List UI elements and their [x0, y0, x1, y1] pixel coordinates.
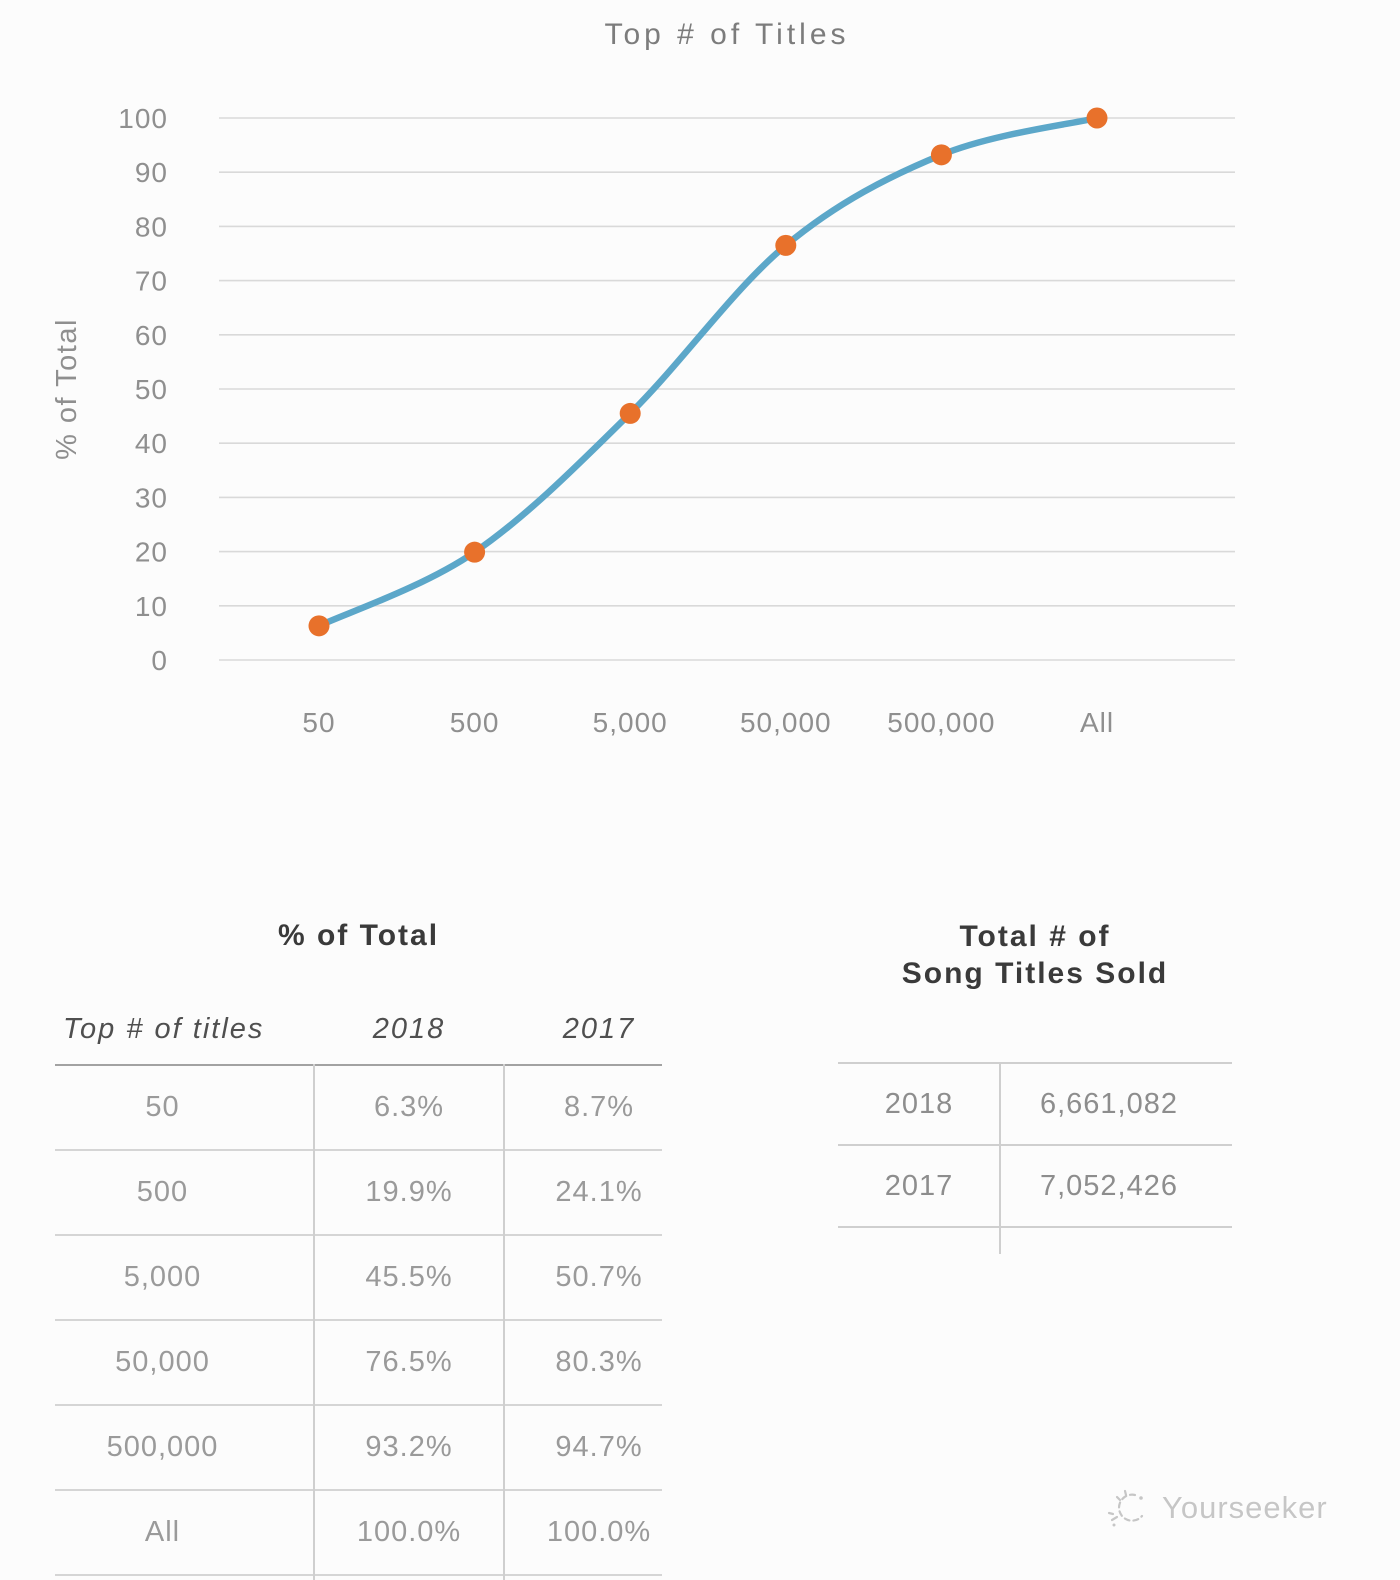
percent-table-header-row: Top # of titles 2018 2017: [55, 994, 662, 1066]
table-row: 500,000 93.2% 94.7%: [55, 1406, 662, 1491]
column-header-2018: 2018: [372, 1012, 446, 1045]
table-row: 500 19.9% 24.1%: [55, 1151, 662, 1236]
value-2018: 19.9%: [365, 1176, 453, 1208]
column-header-top-titles: Top # of titles: [63, 1012, 265, 1045]
data-point-marker: [1086, 107, 1108, 129]
table-column-divider: [999, 1062, 1001, 1254]
y-tick-label: 100: [118, 103, 168, 134]
x-tick-label: 500,000: [887, 707, 995, 738]
title-line-1: Total # of: [959, 920, 1111, 953]
percent-table-title: % of Total: [277, 919, 440, 952]
line-chart: 0 10 20 30 40 50 60 70 80 90 100 50 500 5,000 50,000 50…: [51, 103, 1235, 738]
y-tick-label: 0: [151, 645, 168, 676]
value-2017: 80.3%: [555, 1346, 643, 1378]
value-2017: 8.7%: [563, 1091, 635, 1123]
y-tick-label: 40: [135, 428, 168, 459]
value-2017: 94.7%: [555, 1431, 643, 1463]
yourseeker-logo-icon: [1107, 1489, 1144, 1527]
row-label: 500: [136, 1176, 189, 1208]
table-row: 2017 7,052,426: [838, 1146, 1232, 1228]
x-tick-label: 50: [302, 707, 335, 738]
column-header-2017: 2017: [562, 1012, 636, 1045]
data-point-marker: [464, 541, 486, 563]
percent-of-total-table: % of Total Top # of titles 2018 2017 50 …: [55, 918, 662, 1576]
titles-sold-table: 2018 6,661,082 2017 7,052,426: [838, 1062, 1232, 1228]
watermark: Yourseeker: [1104, 1480, 1328, 1536]
value-2018: 76.5%: [365, 1346, 453, 1378]
row-label: 50,000: [115, 1346, 210, 1378]
y-tick-label: 60: [135, 320, 168, 351]
x-tick-label: 50,000: [740, 707, 832, 738]
table-column-divider: [313, 1064, 315, 1580]
y-axis-label: % of Total: [51, 318, 83, 460]
table-row: 50 6.3% 8.7%: [55, 1066, 662, 1151]
y-tick-label: 30: [135, 482, 168, 513]
watermark-label: Yourseeker: [1162, 1490, 1328, 1525]
row-label: 50: [145, 1091, 180, 1123]
y-tick-label: 70: [135, 266, 168, 297]
value-2018: 45.5%: [365, 1261, 453, 1293]
titles-sold-value: 7,052,426: [1039, 1169, 1178, 1202]
data-point-marker: [930, 144, 952, 166]
chart-title: Top # of Titles: [604, 18, 850, 51]
data-point-marker: [775, 234, 797, 256]
year-label: 2017: [884, 1169, 954, 1202]
table-column-divider: [503, 1064, 505, 1580]
titles-sold-value: 6,661,082: [1039, 1087, 1178, 1120]
x-tick-label: 5,000: [593, 707, 668, 738]
value-2018: 6.3%: [373, 1091, 445, 1123]
value-2017: 24.1%: [555, 1176, 643, 1208]
table-row: 2018 6,661,082: [838, 1064, 1232, 1146]
y-tick-label: 50: [135, 374, 168, 405]
y-tick-label: 20: [135, 537, 168, 568]
series-line: [315, 114, 1101, 630]
row-label: All: [144, 1516, 181, 1548]
row-label: 5,000: [123, 1261, 202, 1293]
data-point-marker: [308, 615, 330, 637]
x-tick-label: 500: [450, 707, 500, 738]
title-line-2: Song Titles Sold: [901, 957, 1169, 990]
table-row: All 100.0% 100.0%: [55, 1491, 662, 1576]
value-2018: 100.0%: [356, 1516, 462, 1548]
row-label: 500,000: [106, 1431, 219, 1463]
y-tick-label: 10: [135, 591, 168, 622]
value-2017: 50.7%: [555, 1261, 643, 1293]
year-label: 2018: [884, 1087, 954, 1120]
y-tick-label: 90: [135, 157, 168, 188]
table-row: 50,000 76.5% 80.3%: [55, 1321, 662, 1406]
titles-sold-table-title: Total # of Song Titles Sold: [838, 918, 1232, 992]
y-tick-label: 80: [135, 211, 168, 242]
value-2017: 100.0%: [546, 1516, 652, 1548]
x-tick-label: All: [1080, 707, 1114, 738]
table-row: 5,000 45.5% 50.7%: [55, 1236, 662, 1321]
value-2018: 93.2%: [365, 1431, 453, 1463]
data-point-marker: [619, 402, 641, 424]
